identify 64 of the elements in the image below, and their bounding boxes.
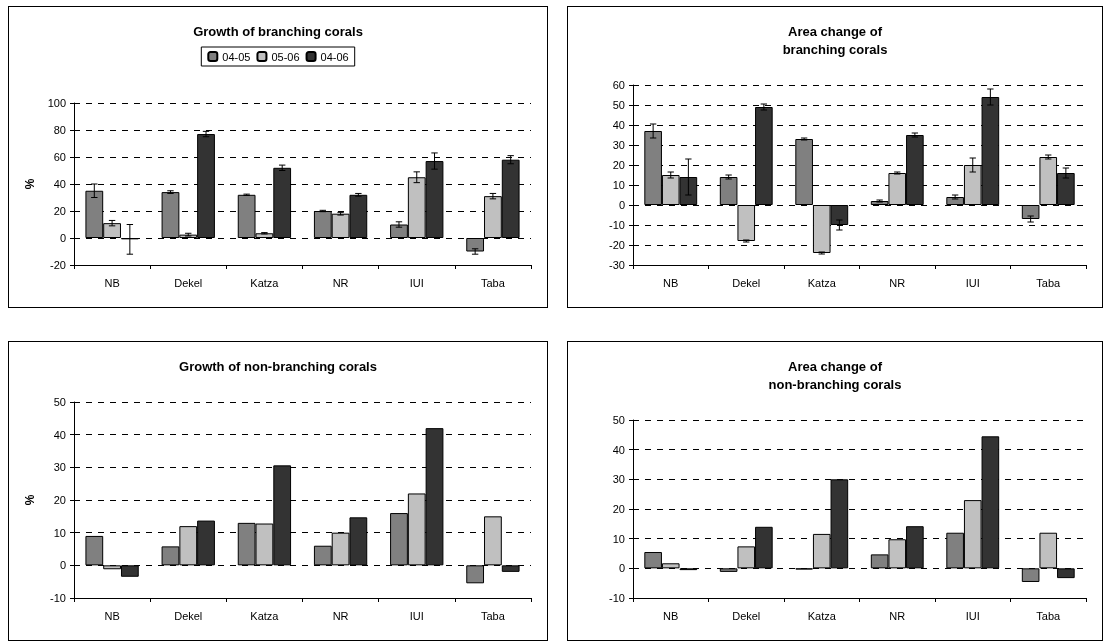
y-tick-label: 40 — [53, 428, 66, 441]
y-tick-label: 0 — [618, 562, 625, 575]
y-tick-label: 30 — [612, 139, 625, 151]
y-tick-label: -30 — [609, 259, 625, 271]
x-tick-label: NB — [104, 609, 120, 622]
x-tick-label: NR — [332, 609, 349, 622]
y-tick-label: -10 — [609, 592, 625, 604]
x-tick-label: Taba — [480, 609, 506, 622]
legend-label: 04-06 — [320, 50, 349, 63]
y-tick-label: 0 — [59, 232, 66, 244]
y-tick-label: -20 — [50, 259, 66, 271]
chart-title: Growth of non-branching corals — [179, 358, 377, 374]
y-tick-label: 50 — [612, 99, 625, 111]
y-tick-label: 40 — [53, 178, 66, 190]
y-tick-label: 60 — [53, 151, 66, 163]
x-tick-label: NR — [889, 609, 906, 622]
y-tick-label: 50 — [53, 396, 66, 408]
y-tick-label: 10 — [53, 526, 66, 539]
x-tick-label: IUI — [409, 609, 424, 622]
y-tick-label: 60 — [612, 79, 625, 91]
x-tick-label: IUI — [409, 276, 424, 289]
y-tick-label: 50 — [612, 414, 625, 426]
chart-title: Area change of non-branching corals — [768, 358, 902, 392]
x-tick-label: Taba — [1036, 609, 1062, 622]
legend-label: 04-05 — [222, 50, 251, 63]
x-tick-label: Katza — [250, 609, 280, 622]
y-tick-label: 0 — [618, 199, 625, 211]
x-tick-label: Katza — [807, 609, 837, 622]
y-axis-title: % — [23, 494, 37, 506]
x-tick-label: NB — [663, 276, 679, 289]
y-tick-label: 80 — [53, 124, 66, 136]
x-tick-label: NR — [332, 276, 349, 289]
y-tick-label: 40 — [612, 443, 625, 456]
y-tick-label: -10 — [50, 592, 66, 604]
y-tick-label: -10 — [609, 219, 625, 231]
x-tick-label: Katza — [807, 276, 837, 289]
x-tick-label: IUI — [965, 609, 980, 622]
x-tick-label: NB — [663, 609, 679, 622]
y-tick-label: 30 — [53, 461, 66, 474]
x-tick-label: Dekel — [732, 609, 761, 622]
y-tick-label: -20 — [609, 239, 625, 251]
y-axis-title: % — [23, 178, 37, 190]
y-tick-label: 20 — [53, 494, 66, 506]
y-tick-label: 20 — [612, 159, 625, 171]
y-tick-label: 10 — [612, 532, 625, 545]
legend-label: 05-06 — [271, 50, 300, 63]
x-tick-label: Katza — [250, 276, 280, 289]
y-tick-label: 100 — [47, 97, 66, 109]
y-tick-label: 20 — [53, 205, 66, 217]
chart-title: Growth of branching corals — [193, 23, 363, 39]
y-tick-label: 0 — [59, 559, 66, 572]
y-tick-label: 40 — [612, 119, 625, 131]
y-tick-label: 30 — [612, 473, 625, 486]
y-tick-label: 10 — [612, 179, 625, 191]
x-tick-label: Dekel — [732, 276, 761, 289]
x-tick-label: Taba — [480, 276, 506, 289]
x-tick-label: IUI — [965, 276, 980, 289]
chart-title: Area change of branching corals — [782, 23, 888, 57]
x-tick-label: Taba — [1036, 276, 1062, 289]
x-tick-label: NR — [889, 276, 906, 289]
x-tick-label: NB — [104, 276, 120, 289]
y-tick-label: 20 — [612, 503, 625, 515]
x-tick-label: Dekel — [174, 276, 203, 289]
x-tick-label: Dekel — [174, 609, 203, 622]
